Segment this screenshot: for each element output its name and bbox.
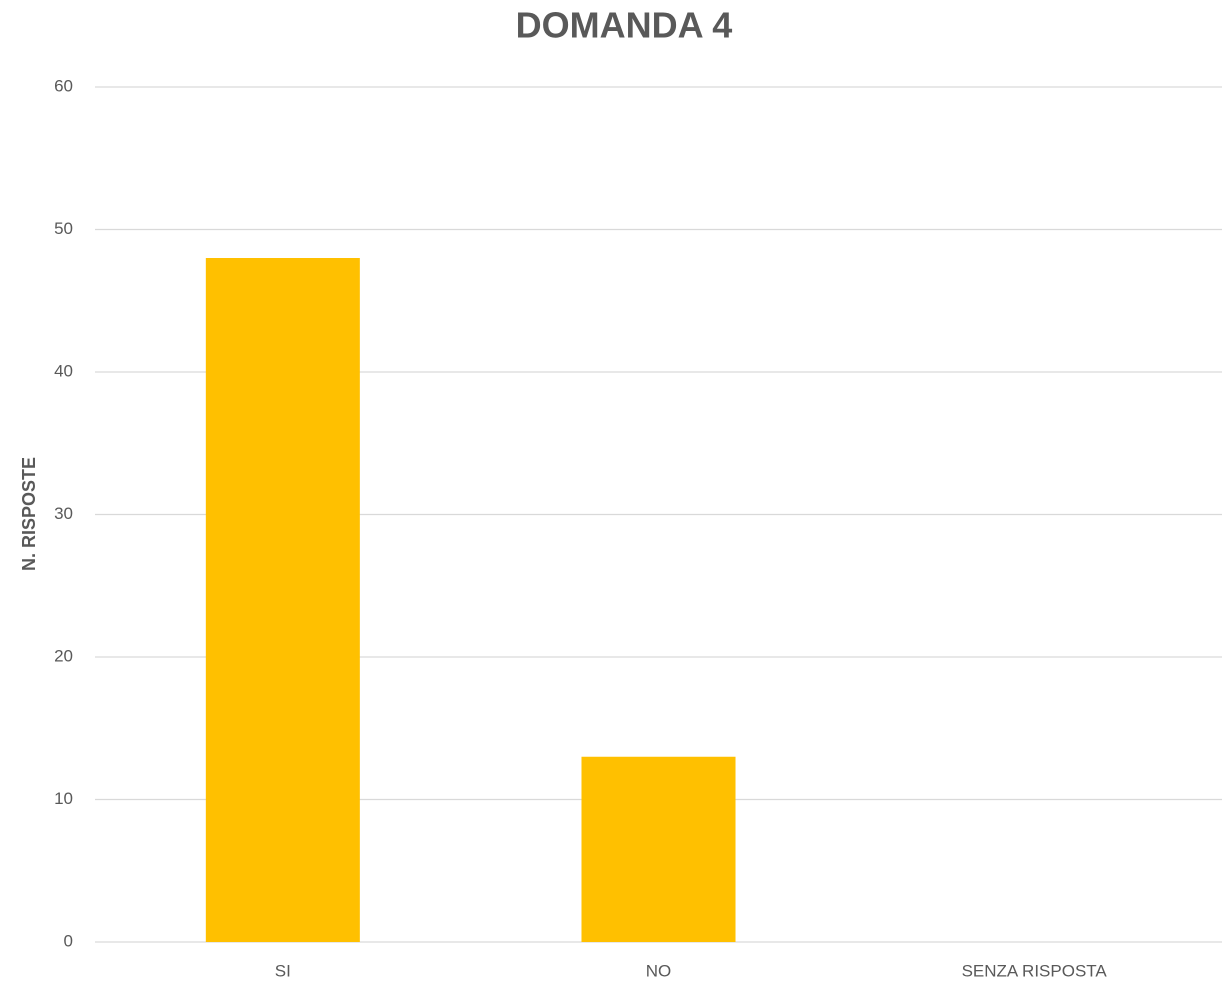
y-tick-label: 20 — [54, 646, 73, 665]
y-tick-label: 40 — [54, 361, 73, 380]
x-tick-label: NO — [646, 961, 672, 980]
y-tick-label: 0 — [64, 931, 73, 950]
y-tick-label: 60 — [54, 76, 73, 95]
bar — [581, 756, 736, 942]
x-tick-label: SI — [275, 961, 291, 980]
y-tick-label: 50 — [54, 219, 73, 238]
x-tick-label: SENZA RISPOSTA — [962, 961, 1108, 980]
bar — [205, 258, 360, 942]
y-axis-label: N. RISPOSTE — [19, 457, 39, 571]
chart-title: DOMANDA 4 — [516, 5, 733, 46]
y-tick-label: 10 — [54, 789, 73, 808]
y-tick-label: 30 — [54, 504, 73, 523]
